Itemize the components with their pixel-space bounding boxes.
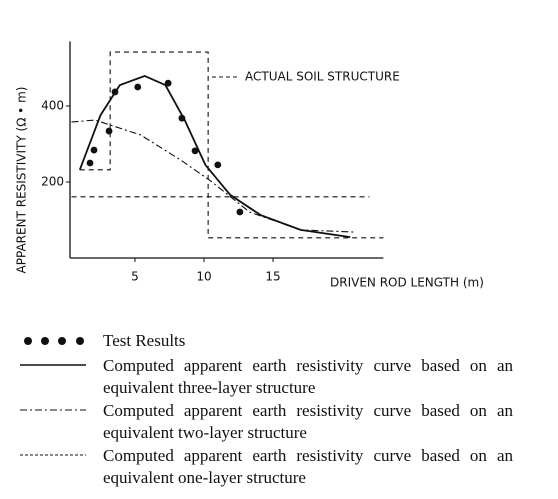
legend-label: Test Results xyxy=(103,331,186,350)
data-point xyxy=(134,83,142,91)
curve xyxy=(78,75,351,238)
annotation-text: ACTUAL SOIL STRUCTURE xyxy=(245,70,400,84)
x-axis-label: DRIVEN ROD LENGTH (m) xyxy=(330,276,484,290)
data-point xyxy=(236,208,244,216)
data-point xyxy=(214,161,222,169)
y-tick-label: 400 xyxy=(41,99,64,113)
legend-label: Computed apparent earth resistivity curv… xyxy=(103,401,513,442)
data-point xyxy=(164,79,172,87)
data-point xyxy=(105,127,113,135)
legend-marker xyxy=(24,337,32,345)
curve xyxy=(71,119,356,233)
x-tick-label: 10 xyxy=(196,270,211,284)
data-point xyxy=(90,146,98,154)
x-tick-label: 15 xyxy=(265,270,280,284)
y-tick-label: 200 xyxy=(41,175,64,189)
legend-label: Computed apparent earth resistivity curv… xyxy=(103,446,513,487)
legend-marker xyxy=(41,337,49,345)
data-point xyxy=(86,159,94,167)
legend-marker xyxy=(58,337,66,345)
legend-marker xyxy=(76,337,84,345)
data-point xyxy=(191,147,199,155)
x-tick-label: 5 xyxy=(131,270,139,284)
soil-structure xyxy=(79,51,384,239)
legend-label: Computed apparent earth resistivity curv… xyxy=(103,356,513,397)
y-axis-label: APPARENT RESISTIVITY (Ω • m) xyxy=(15,87,29,274)
